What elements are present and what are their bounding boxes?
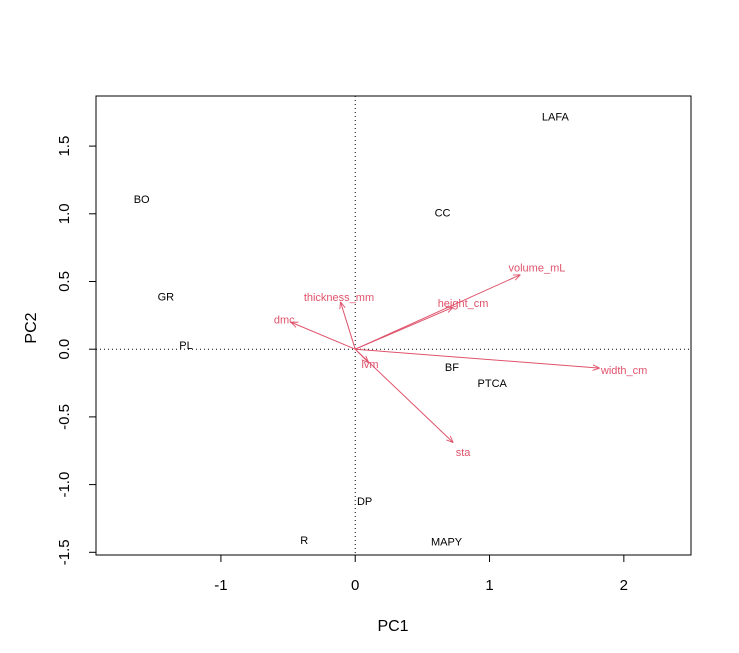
y-axis-title: PC2 [23,312,40,343]
plot-frame [95,95,692,556]
observation-label: BF [445,362,459,374]
observation-label: GR [158,291,175,303]
variable-arrow [355,275,520,350]
observation-label: R [300,535,308,547]
variable-label: height_cm [438,298,489,310]
variable-label: sta [456,447,472,459]
variable-arrow [355,348,599,368]
observation-label: PL [179,340,192,352]
x-tick-label: 0 [351,577,359,594]
x-tick-label: 2 [620,577,628,594]
observation-labels: LAFA BO CC GR PL BF PTCA DP R MAPY [134,111,570,548]
y-tick-label: 1.0 [56,203,73,224]
y-tick-label: -1.0 [56,472,73,498]
reference-lines [96,96,691,555]
x-axis-title: PC1 [377,618,408,635]
y-tick-label: 1.5 [56,136,73,157]
observation-label: MAPY [431,536,463,548]
variable-arrow [291,322,356,350]
x-tick-label: -1 [214,577,227,594]
observation-label: LAFA [542,111,570,123]
variable-arrow [354,348,453,442]
observation-label: DP [357,496,372,508]
variable-label: lvm [361,359,378,371]
variable-label: thickness_mm [304,292,374,304]
y-tick-label: -1.5 [56,539,73,565]
x-axis: -1 0 1 2 [214,554,628,594]
variable-label: volume_mL [509,262,566,274]
observation-label: PTCA [478,378,508,390]
variable-label: width_cm [600,365,647,377]
y-tick-label: 0.0 [56,339,73,360]
y-tick-label: -0.5 [56,404,73,430]
x-tick-label: 1 [485,577,493,594]
variable-arrow [355,307,453,350]
observation-label: BO [134,194,150,206]
variable-label: dmc [274,314,295,326]
y-axis: -1.5 -1.0 -0.5 0.0 0.5 1.0 1.5 [56,136,97,565]
y-tick-label: 0.5 [56,271,73,292]
variable-arrow [340,302,356,350]
observation-label: CC [435,207,451,219]
